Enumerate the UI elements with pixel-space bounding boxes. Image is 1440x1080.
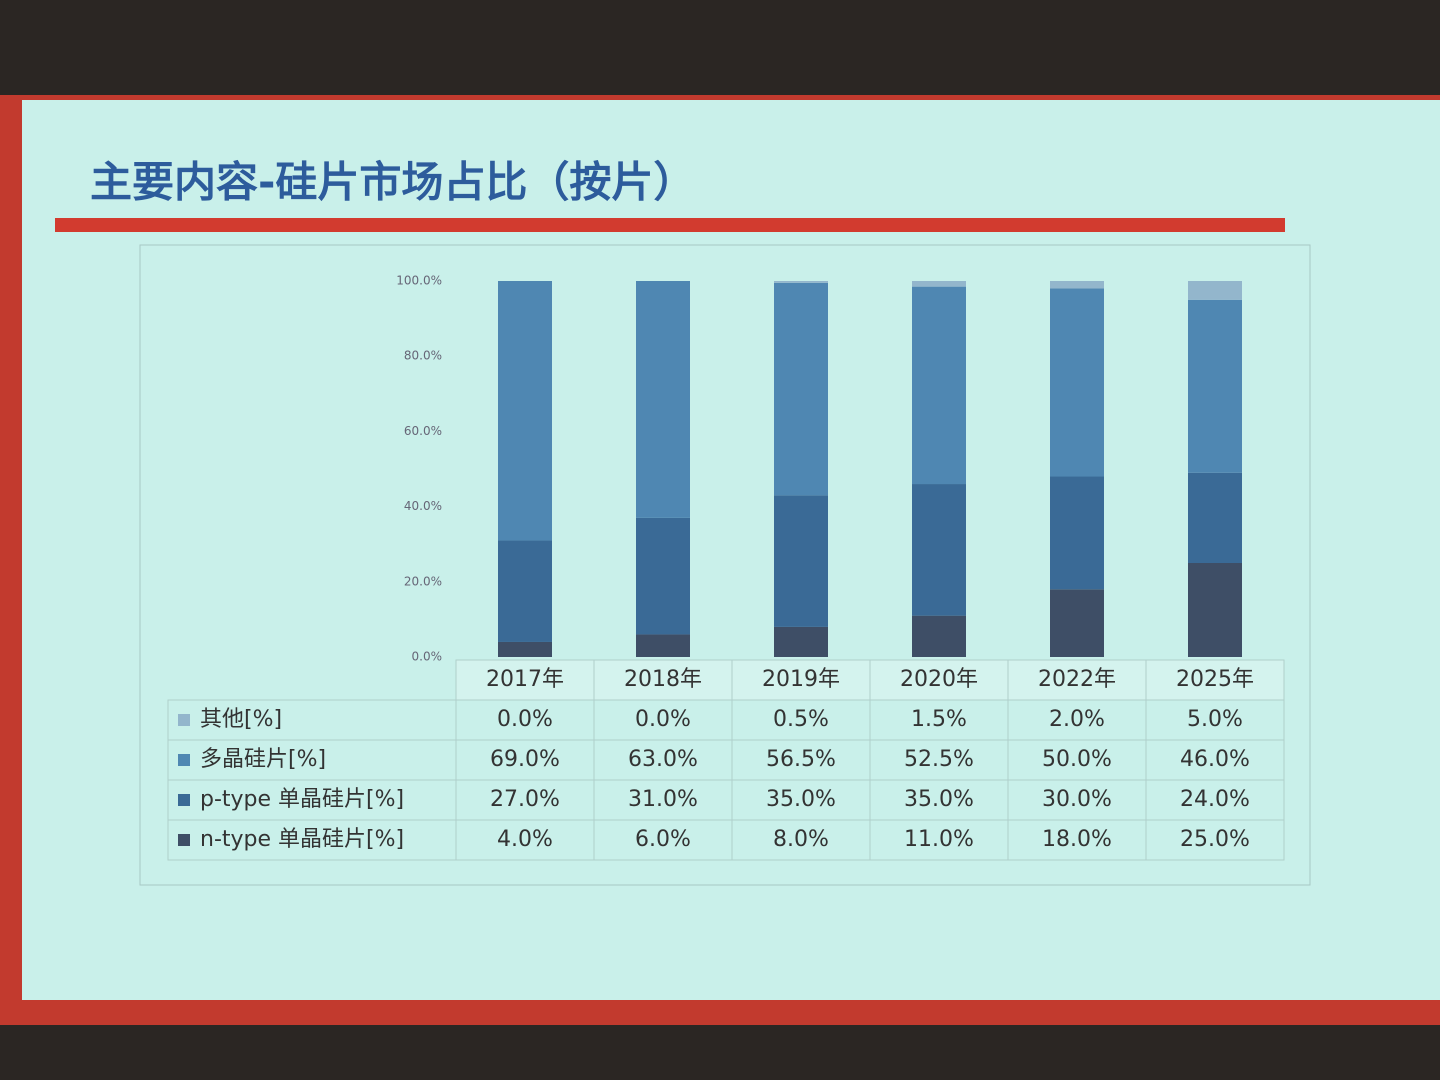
data-label: 69.0% xyxy=(490,747,560,772)
bar-segment xyxy=(1050,589,1104,657)
data-label: 35.0% xyxy=(766,787,836,812)
legend-key xyxy=(178,754,190,766)
title-underline xyxy=(55,218,1285,232)
legend-key xyxy=(178,714,190,726)
bar-segment xyxy=(774,626,828,657)
y-tick-label: 40.0% xyxy=(404,499,442,513)
legend-key xyxy=(178,834,190,846)
y-tick-label: 60.0% xyxy=(404,424,442,438)
bar-segment xyxy=(498,641,552,657)
data-label: 25.0% xyxy=(1180,827,1250,852)
data-label: 5.0% xyxy=(1187,707,1243,732)
y-tick-label: 80.0% xyxy=(404,349,442,363)
bar-segment xyxy=(912,281,966,287)
x-tick-label: 2022年 xyxy=(1038,667,1116,692)
y-tick-label: 0.0% xyxy=(412,650,443,664)
legend-label: 其他[%] xyxy=(200,707,282,732)
bar-segment xyxy=(1188,472,1242,563)
legend-label: n-type 单晶硅片[%] xyxy=(200,827,404,852)
bar-segment xyxy=(1188,299,1242,473)
data-label: 56.5% xyxy=(766,747,836,772)
data-label: 2.0% xyxy=(1049,707,1105,732)
bar-segment xyxy=(636,634,690,657)
bar-segment xyxy=(1050,476,1104,590)
x-tick-label: 2019年 xyxy=(762,667,840,692)
legend-key xyxy=(178,794,190,806)
legend-label: 多晶硅片[%] xyxy=(200,747,326,772)
x-tick-label: 2025年 xyxy=(1176,667,1254,692)
chart-panel xyxy=(139,244,1311,886)
bar-segment xyxy=(498,540,552,642)
bar-segment xyxy=(774,495,828,627)
data-label: 50.0% xyxy=(1042,747,1112,772)
x-tick-label: 2020年 xyxy=(900,667,978,692)
y-tick-label: 100.0% xyxy=(396,274,442,288)
bar-segment xyxy=(912,286,966,485)
data-label: 8.0% xyxy=(773,827,829,852)
data-label: 6.0% xyxy=(635,827,691,852)
data-label: 52.5% xyxy=(904,747,974,772)
data-label: 63.0% xyxy=(628,747,698,772)
data-label: 11.0% xyxy=(904,827,974,852)
bar-segment xyxy=(912,484,966,616)
bar-segment xyxy=(498,281,552,541)
data-label: 24.0% xyxy=(1180,787,1250,812)
data-label: 27.0% xyxy=(490,787,560,812)
legend-label: p-type 单晶硅片[%] xyxy=(200,787,404,812)
data-label: 0.0% xyxy=(635,707,691,732)
data-label: 4.0% xyxy=(497,827,553,852)
x-tick-label: 2018年 xyxy=(624,667,702,692)
data-label: 1.5% xyxy=(911,707,967,732)
x-tick-label: 2017年 xyxy=(486,667,564,692)
bar-segment xyxy=(1050,288,1104,477)
bar-segment xyxy=(636,281,690,518)
bar-segment xyxy=(1050,281,1104,289)
chart-title: 主要内容-硅片市场占比（按片） xyxy=(90,158,695,207)
table-cell xyxy=(1145,819,1285,861)
data-label: 35.0% xyxy=(904,787,974,812)
y-tick-label: 20.0% xyxy=(404,574,442,588)
data-label: 0.5% xyxy=(773,707,829,732)
data-label: 31.0% xyxy=(628,787,698,812)
data-label: 46.0% xyxy=(1180,747,1250,772)
bar-segment xyxy=(636,517,690,635)
data-label: 18.0% xyxy=(1042,827,1112,852)
bar-segment xyxy=(1188,563,1242,657)
data-label: 0.0% xyxy=(497,707,553,732)
bar-segment xyxy=(774,282,828,496)
bar-segment xyxy=(774,281,828,283)
bar-segment xyxy=(912,615,966,657)
bar-segment xyxy=(1188,281,1242,300)
data-label: 30.0% xyxy=(1042,787,1112,812)
